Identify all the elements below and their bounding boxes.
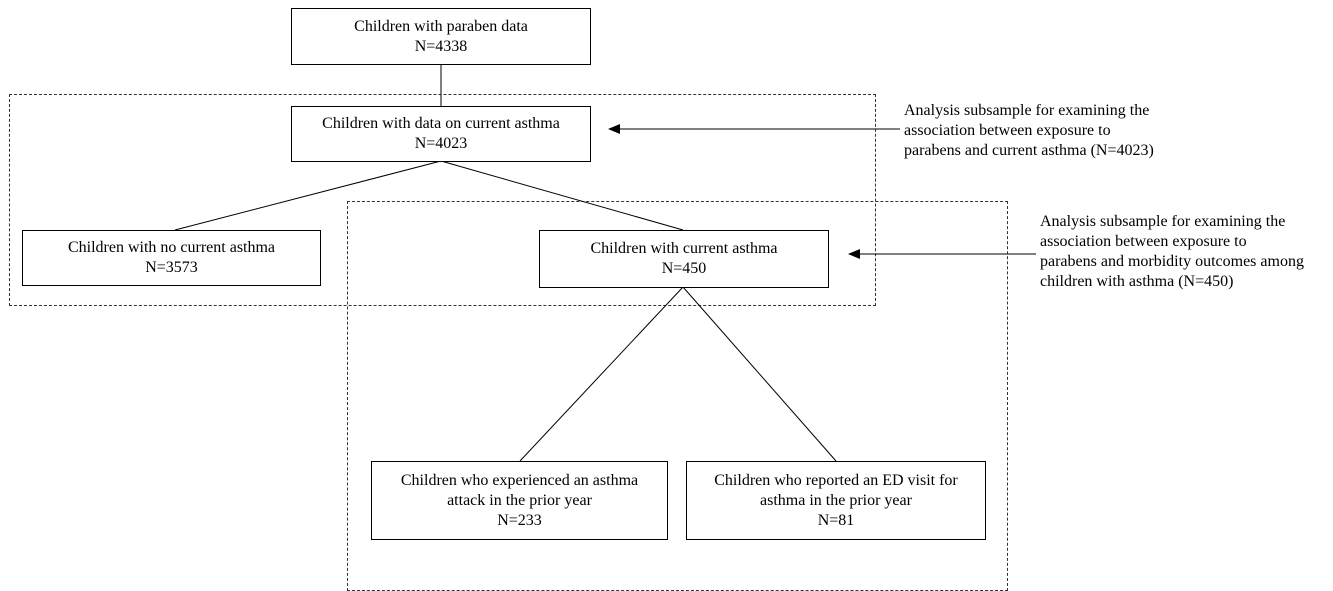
box-current-asthma: Children with current asthma N=450 (539, 230, 829, 288)
box-current-asthma-data-count: N=4023 (414, 135, 468, 152)
box-ed-visit-count: N=81 (817, 511, 855, 529)
annotation-subsample-morbidity-line2: association between exposure to (1040, 233, 1247, 250)
annotation-subsample-morbidity-line4: children with asthma (N=450) (1040, 273, 1234, 290)
box-asthma-attack-line2: attack in the prior year (447, 491, 592, 509)
annotation-subsample-current-asthma-line2: association between exposure to (904, 122, 1111, 139)
connector-current-data-to-with-asthma (440, 160, 684, 231)
box-current-asthma-count: N=450 (661, 260, 707, 277)
box-asthma-attack-count: N=233 (497, 511, 542, 529)
connector-with-asthma-to-attack (519, 286, 684, 462)
box-ed-visit: Children who reported an ED visit for as… (686, 461, 986, 540)
box-current-asthma-label: Children with current asthma (590, 240, 778, 257)
annotation-subsample-current-asthma-line3: parabens and current asthma (N=4023) (904, 142, 1154, 159)
connector-current-data-to-no-asthma (174, 160, 442, 231)
current-asthma-subsample-region (9, 94, 876, 306)
box-paraben-data: Children with paraben data N=4338 (291, 8, 591, 65)
box-ed-visit-line1: Children who reported an ED visit for (714, 471, 958, 489)
box-paraben-data-count: N=4338 (414, 37, 468, 55)
annotation-subsample-morbidity-line3: parabens and morbidity outcomes among (1040, 253, 1304, 270)
annotation-subsample-morbidity-line1: Analysis subsample for examining the (1040, 213, 1286, 230)
box-current-asthma-data-label: Children with data on current asthma (322, 115, 560, 132)
box-no-current-asthma: Children with no current asthma N=3573 (22, 230, 321, 286)
box-no-current-asthma-label: Children with no current asthma (67, 239, 276, 256)
connector-with-asthma-to-ed-visit (682, 286, 837, 462)
box-no-current-asthma-count: N=3573 (145, 259, 198, 276)
annotation-subsample-morbidity: Analysis subsample for examining the ass… (1040, 212, 1332, 292)
flowchart-connectors (174, 64, 1036, 462)
box-asthma-attack: Children who experienced an asthma attac… (371, 461, 668, 540)
annotation-subsample-current-asthma-line1: Analysis subsample for examining the (904, 102, 1150, 119)
box-paraben-data-label: Children with paraben data (354, 17, 528, 35)
annotation-subsample-current-asthma: Analysis subsample for examining the ass… (904, 101, 1204, 161)
box-current-asthma-data: Children with data on current asthma N=4… (291, 106, 591, 162)
box-asthma-attack-line1: Children who experienced an asthma (400, 471, 639, 489)
box-ed-visit-line2: asthma in the prior year (760, 491, 912, 509)
